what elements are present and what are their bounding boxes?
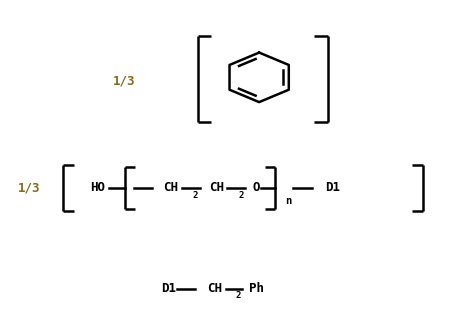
Text: 2: 2 [236,291,241,300]
Text: 2: 2 [192,191,198,200]
Text: CH: CH [209,181,224,194]
Text: D1: D1 [325,181,340,194]
Text: CH: CH [163,181,179,194]
Text: O: O [252,181,260,194]
Text: HO: HO [90,181,106,194]
Text: D1: D1 [161,282,176,295]
Text: 2: 2 [238,191,244,200]
Text: 1/3: 1/3 [17,181,40,194]
Text: n: n [285,195,291,205]
Text: 1/3: 1/3 [113,74,136,87]
Text: CH: CH [207,282,222,295]
Text: Ph: Ph [249,282,264,295]
